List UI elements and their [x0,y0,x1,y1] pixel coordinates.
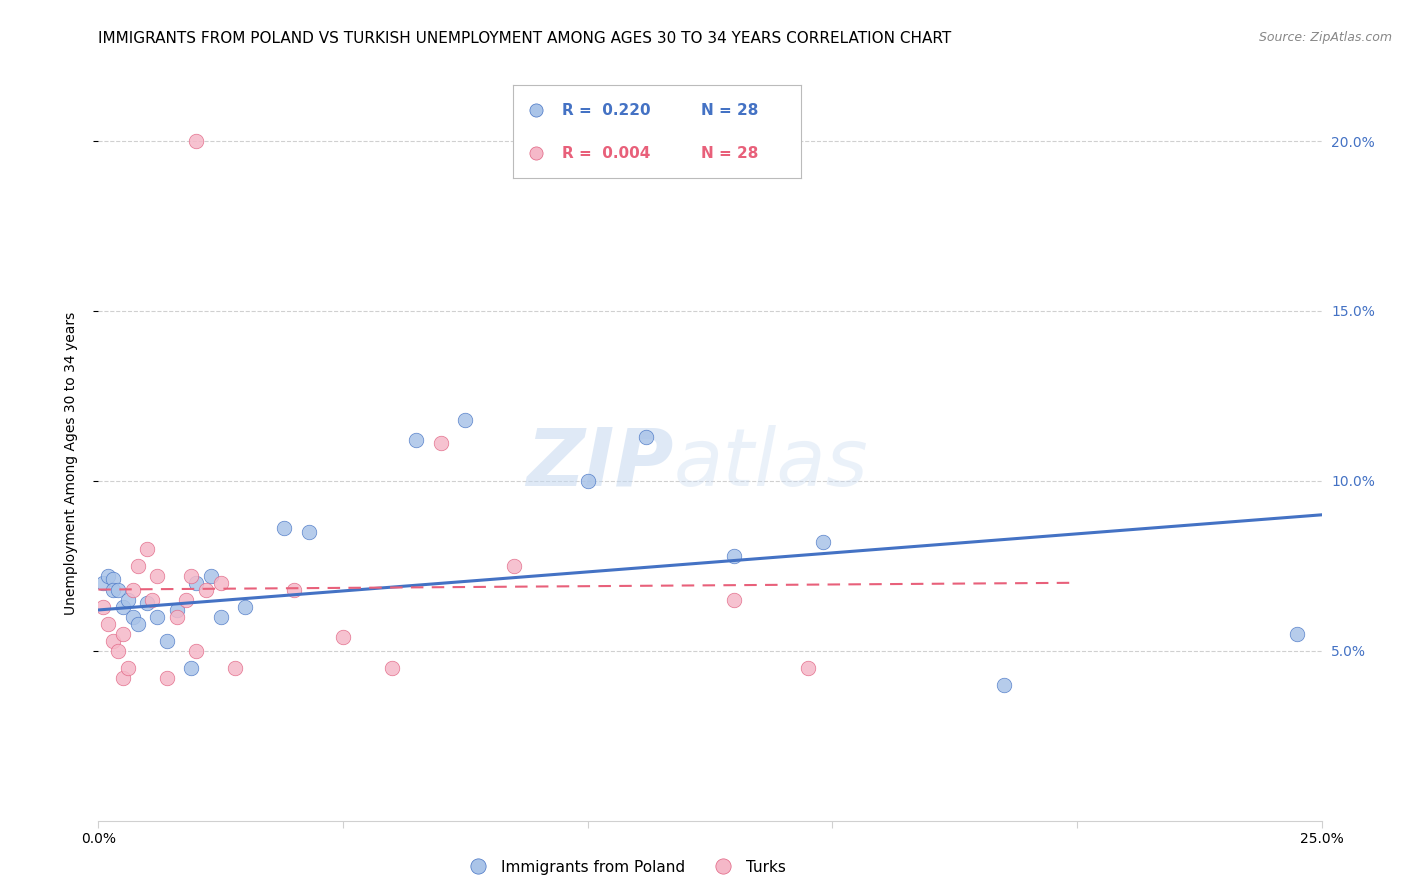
Point [186,134,208,148]
Point [91,599,114,614]
Text: IMMIGRANTS FROM POLAND VS TURKISH UNEMPLOYMENT AMONG AGES 30 TO 34 YEARS CORRELA: IMMIGRANTS FROM POLAND VS TURKISH UNEMPL… [98,31,952,46]
Text: R =  0.004: R = 0.004 [562,145,651,161]
Point [156,671,179,685]
Point [180,661,202,675]
Point [723,592,745,607]
Point [797,661,820,675]
Point [200,569,222,583]
Point [101,633,124,648]
Point [224,661,246,675]
Point [524,103,547,117]
Point [503,558,526,573]
Point [186,575,208,590]
Point [430,436,453,450]
Text: ZIP: ZIP [526,425,673,503]
Point [405,433,427,447]
Legend: Immigrants from Poland, Turks: Immigrants from Poland, Turks [457,854,792,880]
Point [146,569,169,583]
Y-axis label: Unemployment Among Ages 30 to 34 years: Unemployment Among Ages 30 to 34 years [63,312,77,615]
Point [332,630,354,644]
Point [186,644,208,658]
Text: N = 28: N = 28 [700,103,758,118]
Point [454,412,477,426]
Point [107,644,129,658]
Point [195,582,218,597]
Point [156,633,179,648]
Text: N = 28: N = 28 [700,145,758,161]
Point [111,599,134,614]
Point [107,582,129,597]
Point [180,569,202,583]
Point [993,678,1015,692]
Point [723,549,745,563]
Point [209,575,232,590]
Point [111,626,134,640]
Point [273,521,295,535]
Point [636,430,658,444]
Point [117,592,139,607]
Point [1286,626,1309,640]
Point [91,575,114,590]
Point [298,524,321,539]
Point [381,661,404,675]
Point [136,541,159,556]
Point [97,616,120,631]
Point [111,671,134,685]
Point [811,535,834,549]
Point [141,592,163,607]
Point [121,609,143,624]
Point [101,582,124,597]
Point [127,558,149,573]
Point [121,582,143,597]
Text: Source: ZipAtlas.com: Source: ZipAtlas.com [1258,31,1392,45]
Point [127,616,149,631]
Point [524,146,547,161]
Text: atlas: atlas [673,425,868,503]
Point [233,599,256,614]
Point [209,609,232,624]
Point [166,609,188,624]
Point [576,474,599,488]
Point [283,582,305,597]
Point [166,603,188,617]
Point [176,592,198,607]
Point [97,569,120,583]
Point [146,609,169,624]
Point [136,596,159,610]
Text: R =  0.220: R = 0.220 [562,103,651,118]
Point [117,661,139,675]
Point [101,573,124,587]
